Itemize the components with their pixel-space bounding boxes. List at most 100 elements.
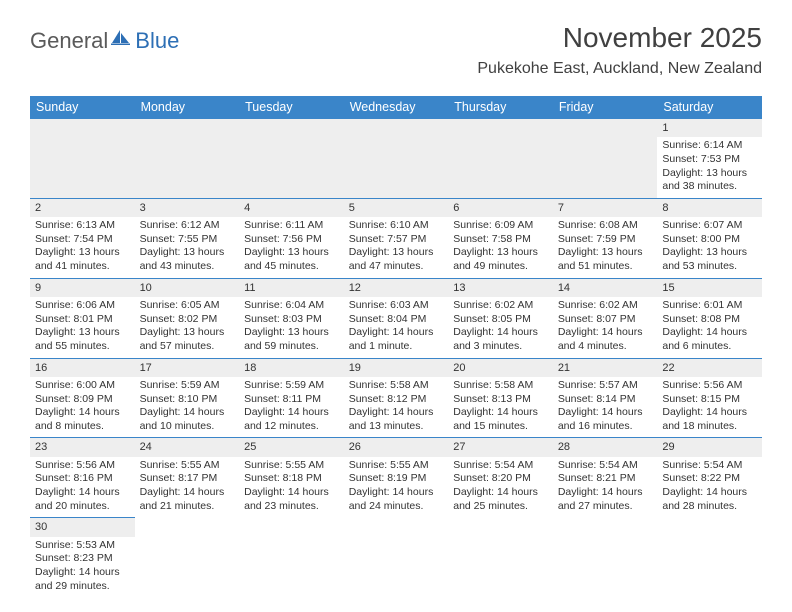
day-details: Sunrise: 6:11 AMSunset: 7:56 PMDaylight:…: [239, 217, 344, 278]
weekday-header: Wednesday: [344, 96, 449, 119]
day-number: 7: [553, 199, 658, 217]
day-details: Sunrise: 5:57 AMSunset: 8:14 PMDaylight:…: [553, 377, 658, 438]
day-details: Sunrise: 6:10 AMSunset: 7:57 PMDaylight:…: [344, 217, 449, 278]
day-number: 14: [553, 279, 658, 297]
day-number: 4: [239, 199, 344, 217]
day-number: 15: [657, 279, 762, 297]
calendar-row: 2Sunrise: 6:13 AMSunset: 7:54 PMDaylight…: [30, 198, 762, 278]
day-details: Sunrise: 6:04 AMSunset: 8:03 PMDaylight:…: [239, 297, 344, 358]
day-number: 5: [344, 199, 449, 217]
day-number: 21: [553, 359, 658, 377]
calendar-cell: [135, 518, 240, 597]
day-details: Sunrise: 6:03 AMSunset: 8:04 PMDaylight:…: [344, 297, 449, 358]
day-number: 19: [344, 359, 449, 377]
day-details: Sunrise: 6:02 AMSunset: 8:05 PMDaylight:…: [448, 297, 553, 358]
day-number: 22: [657, 359, 762, 377]
day-number: 13: [448, 279, 553, 297]
logo-text-general: General: [30, 28, 108, 54]
calendar-row: 1Sunrise: 6:14 AMSunset: 7:53 PMDaylight…: [30, 119, 762, 199]
calendar-cell: [239, 119, 344, 199]
calendar-row: 16Sunrise: 6:00 AMSunset: 8:09 PMDayligh…: [30, 358, 762, 438]
calendar-cell: [30, 119, 135, 199]
day-details: Sunrise: 6:02 AMSunset: 8:07 PMDaylight:…: [553, 297, 658, 358]
calendar-table: SundayMondayTuesdayWednesdayThursdayFrid…: [30, 96, 762, 597]
calendar-row: 9Sunrise: 6:06 AMSunset: 8:01 PMDaylight…: [30, 278, 762, 358]
calendar-cell: 5Sunrise: 6:10 AMSunset: 7:57 PMDaylight…: [344, 198, 449, 278]
day-details: Sunrise: 6:14 AMSunset: 7:53 PMDaylight:…: [657, 137, 762, 198]
day-number: 10: [135, 279, 240, 297]
day-number: 1: [657, 119, 762, 137]
calendar-cell: 28Sunrise: 5:54 AMSunset: 8:21 PMDayligh…: [553, 438, 658, 518]
calendar-cell: 15Sunrise: 6:01 AMSunset: 8:08 PMDayligh…: [657, 278, 762, 358]
day-details: Sunrise: 5:59 AMSunset: 8:11 PMDaylight:…: [239, 377, 344, 438]
calendar-cell: 20Sunrise: 5:58 AMSunset: 8:13 PMDayligh…: [448, 358, 553, 438]
day-details: Sunrise: 6:13 AMSunset: 7:54 PMDaylight:…: [30, 217, 135, 278]
calendar-cell: 18Sunrise: 5:59 AMSunset: 8:11 PMDayligh…: [239, 358, 344, 438]
weekday-header: Saturday: [657, 96, 762, 119]
day-number: 26: [344, 438, 449, 456]
header: General Blue November 2025 Pukekohe East…: [0, 0, 792, 92]
calendar-cell: 27Sunrise: 5:54 AMSunset: 8:20 PMDayligh…: [448, 438, 553, 518]
page-subtitle: Pukekohe East, Auckland, New Zealand: [30, 60, 762, 78]
day-details: Sunrise: 5:55 AMSunset: 8:17 PMDaylight:…: [135, 457, 240, 518]
calendar-row: 23Sunrise: 5:56 AMSunset: 8:16 PMDayligh…: [30, 438, 762, 518]
calendar-cell: 21Sunrise: 5:57 AMSunset: 8:14 PMDayligh…: [553, 358, 658, 438]
calendar-cell: 23Sunrise: 5:56 AMSunset: 8:16 PMDayligh…: [30, 438, 135, 518]
logo: General Blue: [30, 28, 179, 54]
day-details: Sunrise: 5:56 AMSunset: 8:15 PMDaylight:…: [657, 377, 762, 438]
day-number: 29: [657, 438, 762, 456]
calendar-cell: 6Sunrise: 6:09 AMSunset: 7:58 PMDaylight…: [448, 198, 553, 278]
calendar-cell: [553, 119, 658, 199]
day-number: 3: [135, 199, 240, 217]
day-number: 11: [239, 279, 344, 297]
calendar-cell: 1Sunrise: 6:14 AMSunset: 7:53 PMDaylight…: [657, 119, 762, 199]
day-number: 6: [448, 199, 553, 217]
day-number: 16: [30, 359, 135, 377]
calendar-cell: 13Sunrise: 6:02 AMSunset: 8:05 PMDayligh…: [448, 278, 553, 358]
weekday-header: Monday: [135, 96, 240, 119]
calendar-cell: 9Sunrise: 6:06 AMSunset: 8:01 PMDaylight…: [30, 278, 135, 358]
day-number: 24: [135, 438, 240, 456]
calendar-row: 30Sunrise: 5:53 AMSunset: 8:23 PMDayligh…: [30, 518, 762, 597]
day-number: 2: [30, 199, 135, 217]
day-number: 23: [30, 438, 135, 456]
calendar-cell: 30Sunrise: 5:53 AMSunset: 8:23 PMDayligh…: [30, 518, 135, 597]
calendar-cell: 7Sunrise: 6:08 AMSunset: 7:59 PMDaylight…: [553, 198, 658, 278]
weekday-header: Friday: [553, 96, 658, 119]
calendar-cell: 29Sunrise: 5:54 AMSunset: 8:22 PMDayligh…: [657, 438, 762, 518]
calendar-cell: 14Sunrise: 6:02 AMSunset: 8:07 PMDayligh…: [553, 278, 658, 358]
weekday-header: Sunday: [30, 96, 135, 119]
day-number: 28: [553, 438, 658, 456]
calendar-cell: 2Sunrise: 6:13 AMSunset: 7:54 PMDaylight…: [30, 198, 135, 278]
day-details: Sunrise: 5:56 AMSunset: 8:16 PMDaylight:…: [30, 457, 135, 518]
day-number: 30: [30, 518, 135, 536]
day-details: Sunrise: 5:58 AMSunset: 8:13 PMDaylight:…: [448, 377, 553, 438]
day-details: Sunrise: 6:09 AMSunset: 7:58 PMDaylight:…: [448, 217, 553, 278]
calendar-cell: [239, 518, 344, 597]
weekday-header: Tuesday: [239, 96, 344, 119]
weekday-header: Thursday: [448, 96, 553, 119]
calendar-cell: 24Sunrise: 5:55 AMSunset: 8:17 PMDayligh…: [135, 438, 240, 518]
calendar-cell: 26Sunrise: 5:55 AMSunset: 8:19 PMDayligh…: [344, 438, 449, 518]
day-details: Sunrise: 5:58 AMSunset: 8:12 PMDaylight:…: [344, 377, 449, 438]
sail-icon: [110, 26, 132, 52]
day-number: 18: [239, 359, 344, 377]
day-number: 27: [448, 438, 553, 456]
calendar-cell: 16Sunrise: 6:00 AMSunset: 8:09 PMDayligh…: [30, 358, 135, 438]
day-details: Sunrise: 5:53 AMSunset: 8:23 PMDaylight:…: [30, 537, 135, 598]
day-number: 25: [239, 438, 344, 456]
day-number: 9: [30, 279, 135, 297]
day-number: 20: [448, 359, 553, 377]
day-details: Sunrise: 6:07 AMSunset: 8:00 PMDaylight:…: [657, 217, 762, 278]
calendar-cell: [448, 119, 553, 199]
calendar-cell: 22Sunrise: 5:56 AMSunset: 8:15 PMDayligh…: [657, 358, 762, 438]
day-details: Sunrise: 6:08 AMSunset: 7:59 PMDaylight:…: [553, 217, 658, 278]
calendar-cell: 8Sunrise: 6:07 AMSunset: 8:00 PMDaylight…: [657, 198, 762, 278]
calendar-cell: 10Sunrise: 6:05 AMSunset: 8:02 PMDayligh…: [135, 278, 240, 358]
day-details: Sunrise: 5:54 AMSunset: 8:22 PMDaylight:…: [657, 457, 762, 518]
day-number: 8: [657, 199, 762, 217]
calendar-cell: 11Sunrise: 6:04 AMSunset: 8:03 PMDayligh…: [239, 278, 344, 358]
calendar-cell: [553, 518, 658, 597]
day-details: Sunrise: 6:06 AMSunset: 8:01 PMDaylight:…: [30, 297, 135, 358]
calendar-cell: 19Sunrise: 5:58 AMSunset: 8:12 PMDayligh…: [344, 358, 449, 438]
